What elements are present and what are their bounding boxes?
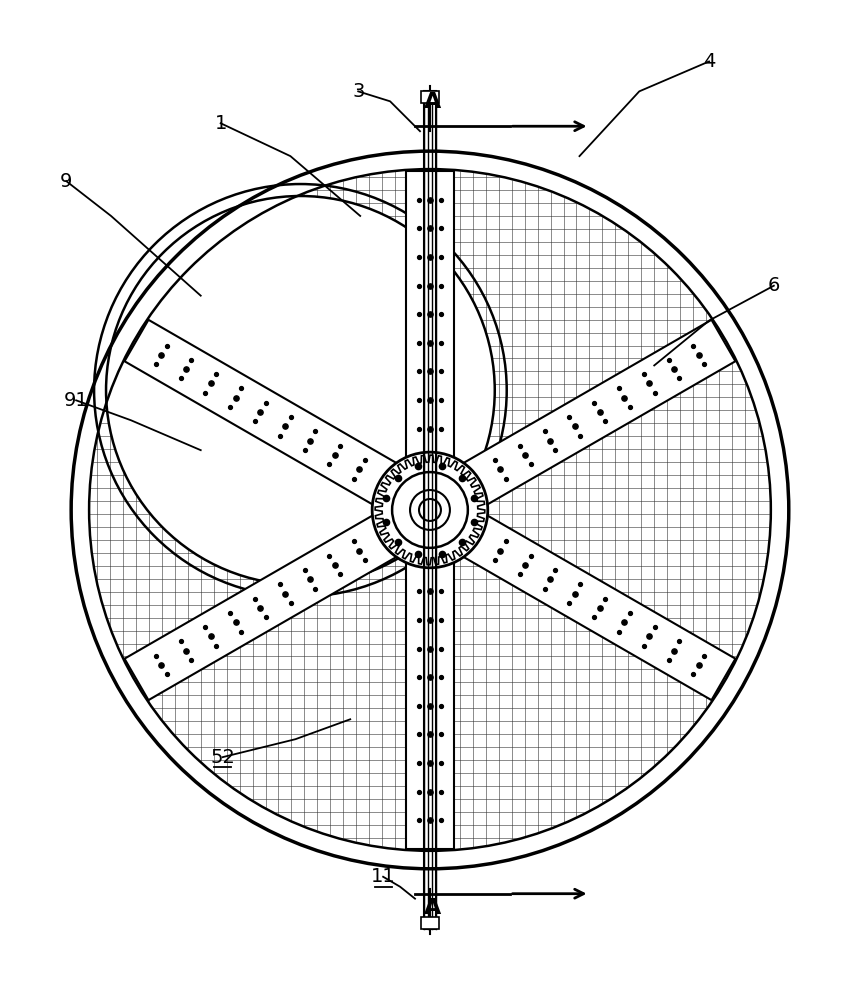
Text: 4: 4 — [703, 52, 715, 71]
Circle shape — [372, 452, 488, 568]
Polygon shape — [125, 320, 396, 504]
Text: 52: 52 — [210, 748, 235, 767]
Text: 91: 91 — [64, 391, 89, 410]
Text: 11: 11 — [371, 867, 395, 886]
Polygon shape — [406, 171, 454, 457]
Polygon shape — [406, 563, 454, 849]
Text: 1: 1 — [214, 114, 227, 133]
Circle shape — [410, 490, 450, 530]
Polygon shape — [421, 91, 439, 103]
Polygon shape — [421, 917, 439, 929]
Polygon shape — [125, 516, 396, 700]
Text: 6: 6 — [768, 276, 780, 295]
Text: 9: 9 — [60, 172, 72, 191]
Text: 3: 3 — [352, 82, 364, 101]
Circle shape — [106, 196, 495, 585]
Polygon shape — [464, 516, 735, 700]
Polygon shape — [464, 320, 735, 504]
Circle shape — [89, 169, 771, 851]
Circle shape — [392, 472, 468, 548]
Circle shape — [419, 499, 441, 521]
Text: A: A — [424, 92, 442, 112]
Polygon shape — [375, 455, 485, 565]
Text: A: A — [424, 898, 442, 918]
